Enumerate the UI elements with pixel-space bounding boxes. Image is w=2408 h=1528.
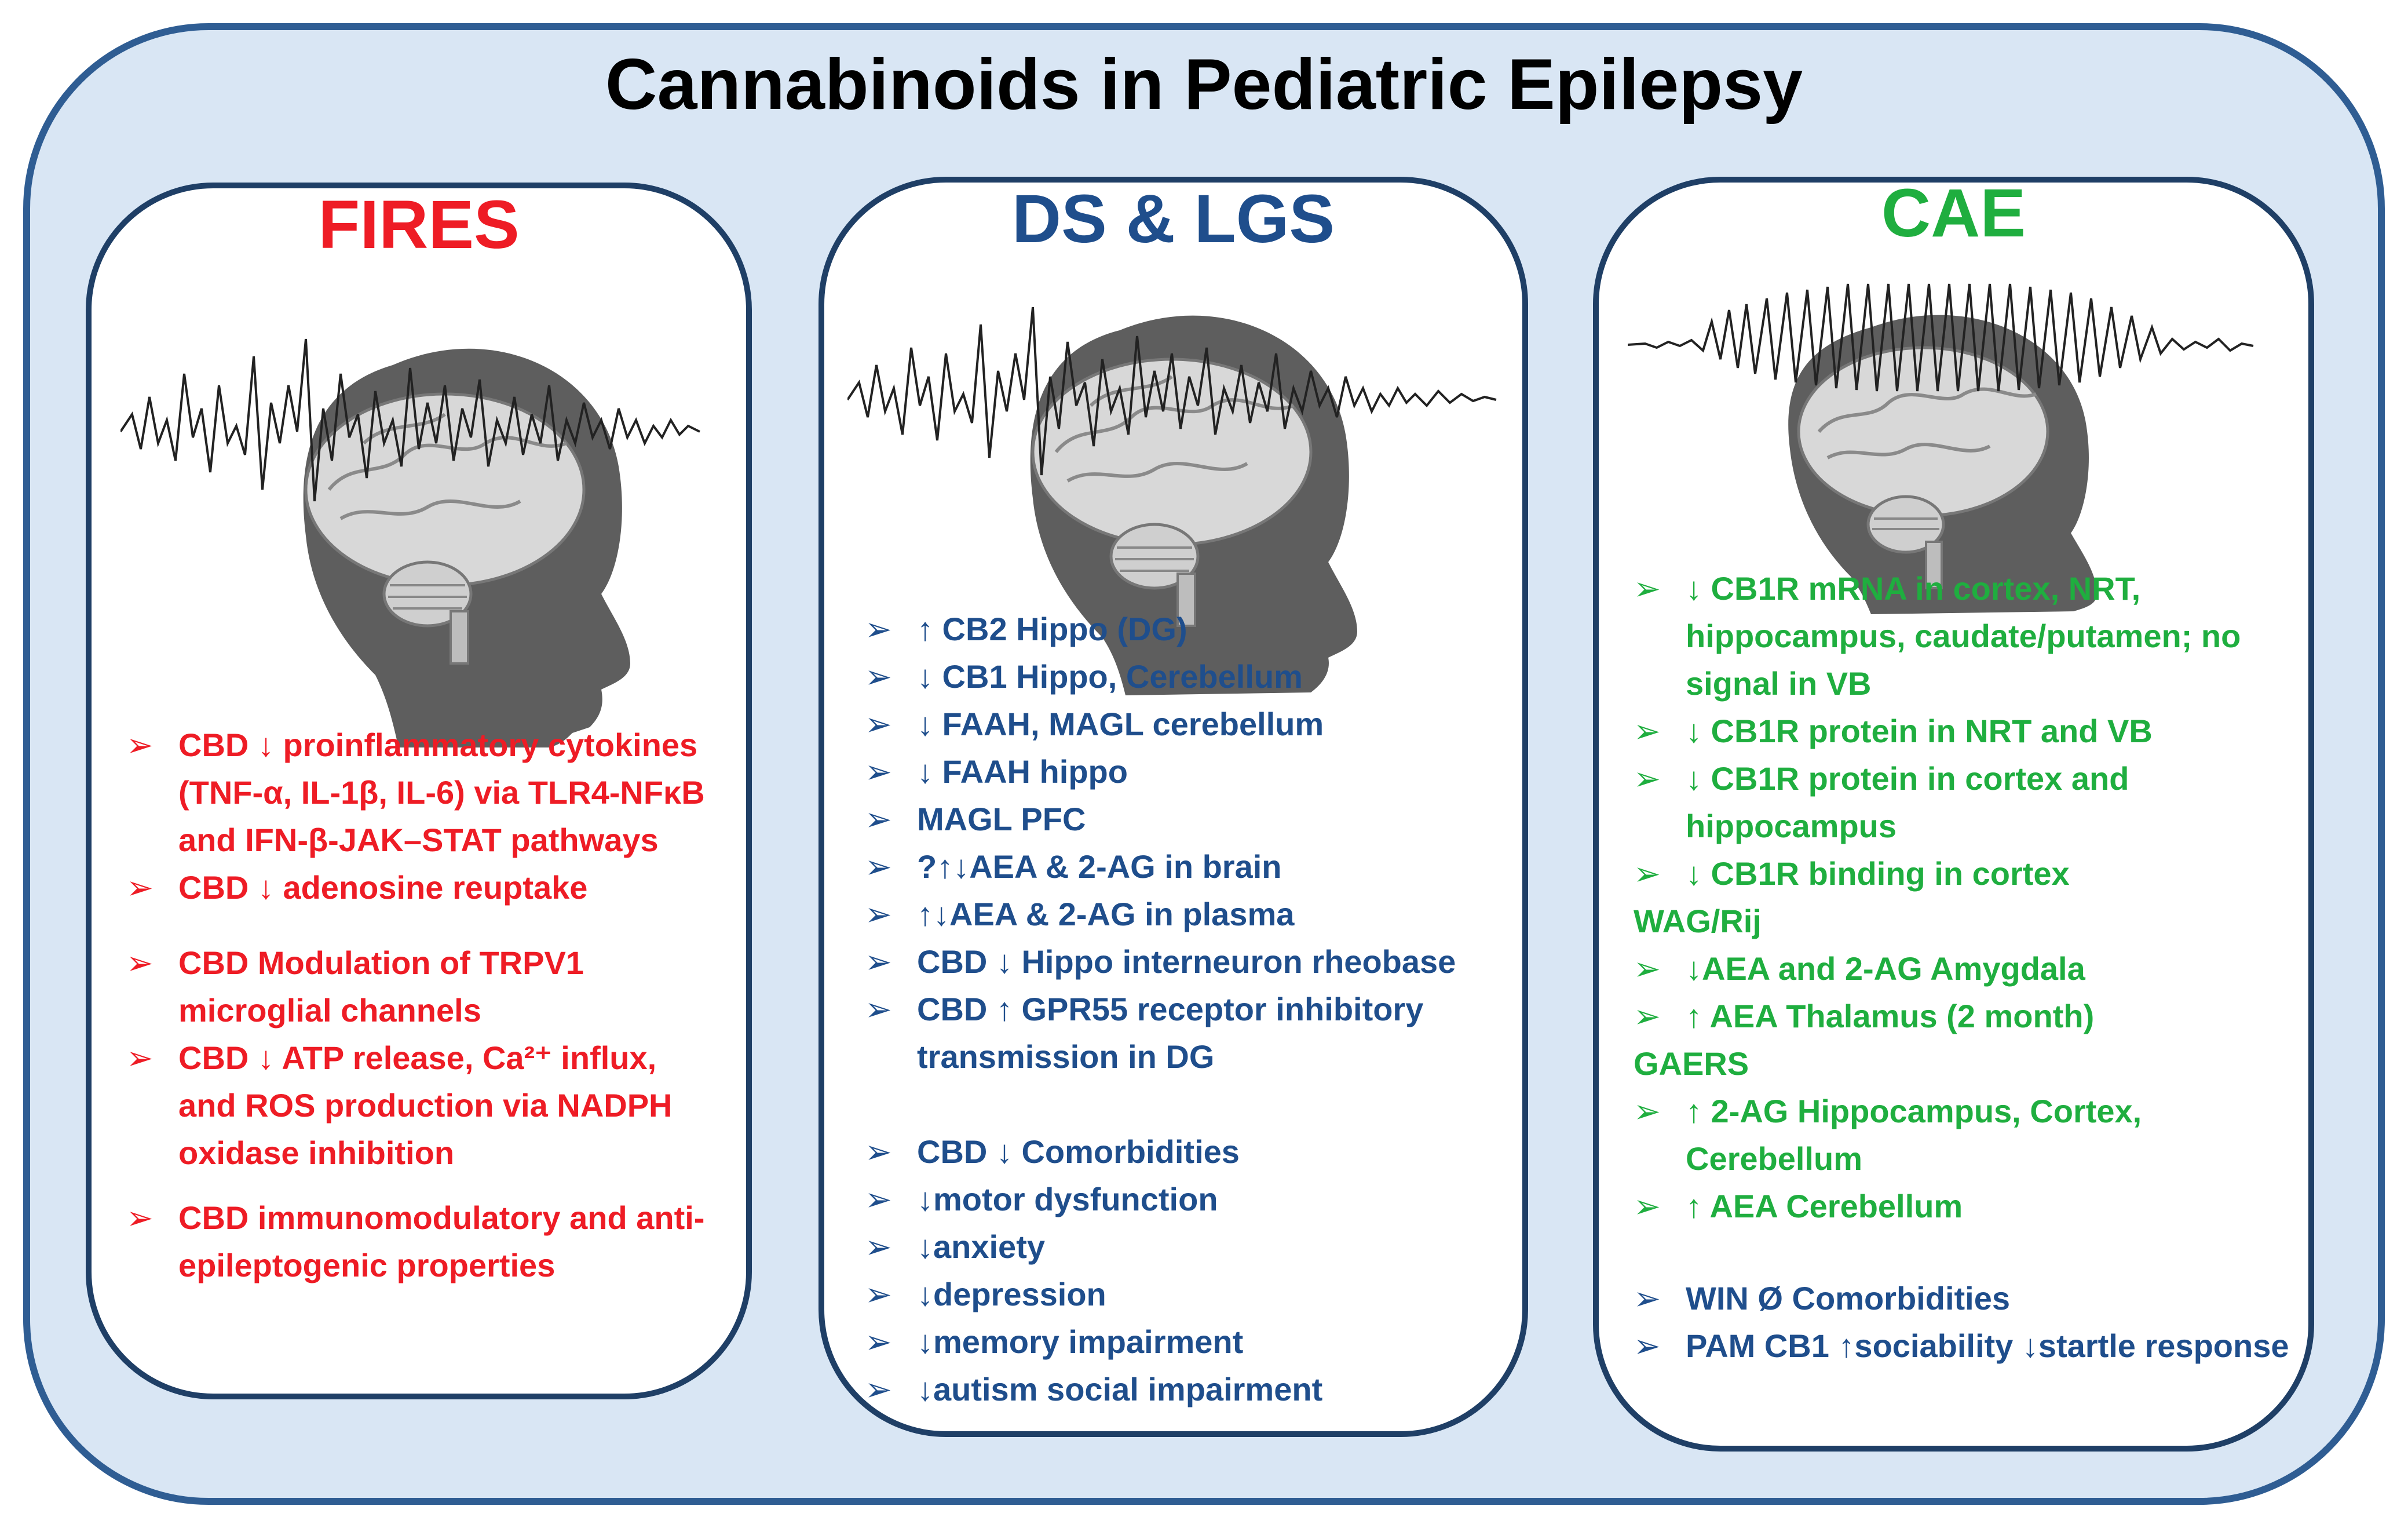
strain-label-wag: WAG/Rij bbox=[1634, 903, 1762, 939]
list-item: ➢ ↓depression bbox=[865, 1271, 1519, 1318]
child-head-brain-eeg-icon bbox=[1628, 283, 2254, 614]
list-item: ➢ ↓ FAAH, MAGL cerebellum bbox=[865, 701, 1519, 748]
arrow-bullet-icon: ➢ bbox=[1634, 760, 1661, 797]
list-item: ➢ CBD ↓ Hippo interneuron rheobase bbox=[865, 938, 1519, 986]
arrow-bullet-icon: ➢ bbox=[126, 1040, 154, 1076]
list-item: ➢ ↓ CB1 Hippo, Cerebellum bbox=[865, 653, 1519, 701]
arrow-bullet-icon: ➢ bbox=[865, 1276, 892, 1312]
ds-lgs-list: ➢ ↑ CB2 Hippo (DG) ➢ ↓ CB1 Hippo, Cerebell… bbox=[865, 606, 1519, 1413]
arrow-bullet-icon: ➢ bbox=[865, 801, 892, 837]
panel-cae: CAE ➢ ↓ CB1R mRNA in cortex, NRT, hippoca… bbox=[1593, 177, 2314, 1452]
list-item: ➢ ↓ CB1R protein in cortex and hippocampu… bbox=[1634, 755, 2300, 850]
list-item: ➢ ↓ CB1R protein in NRT and VB bbox=[1634, 708, 2300, 755]
panel-fires: FIRES ➢ CBD ↓ proinflammatory cytokines (… bbox=[86, 183, 752, 1399]
arrow-bullet-icon: ➢ bbox=[865, 706, 892, 742]
list-item: ➢ ?↑↓AEA & 2-AG in brain bbox=[865, 843, 1519, 891]
arrow-bullet-icon: ➢ bbox=[865, 1133, 892, 1170]
arrow-bullet-icon: ➢ bbox=[865, 991, 892, 1027]
list-item: ➢ ↓autism social impairment bbox=[865, 1366, 1519, 1413]
list-item: ➢ MAGL PFC bbox=[865, 796, 1519, 843]
arrow-bullet-icon: ➢ bbox=[126, 944, 154, 981]
list-item: ➢ CBD ↑ GPR55 receptor inhibitory transmi… bbox=[865, 986, 1519, 1081]
child-head-brain-eeg-icon bbox=[120, 338, 700, 747]
strain-label-gaers: GAERS bbox=[1634, 1045, 1749, 1082]
list-item: ➢ ↓ FAAH hippo bbox=[865, 748, 1519, 796]
arrow-bullet-icon: ➢ bbox=[865, 1323, 892, 1360]
arrow-bullet-icon: ➢ bbox=[865, 943, 892, 980]
list-item: ➢ ↑↓AEA & 2-AG in plasma bbox=[865, 891, 1519, 938]
arrow-bullet-icon: ➢ bbox=[865, 1181, 892, 1217]
arrow-bullet-icon: ➢ bbox=[1634, 998, 1661, 1034]
arrow-bullet-icon: ➢ bbox=[126, 1199, 154, 1236]
panel-ds-lgs: DS & LGS ➢ ↑ CB2 Hippo (DG) ➢ ↓ CB1 Hippo,… bbox=[818, 177, 1528, 1437]
list-item: ➢ ↑ 2-AG Hippocampus, Cortex, Cerebellum bbox=[1634, 1088, 2300, 1183]
list-item: ➢ CBD Modulation of TRPV1 microglial chan… bbox=[126, 939, 723, 1034]
arrow-bullet-icon: ➢ bbox=[865, 1228, 892, 1265]
list-item: ➢ ↓anxiety bbox=[865, 1223, 1519, 1271]
arrow-bullet-icon: ➢ bbox=[1634, 1280, 1661, 1317]
list-item: ➢ PAM CB1 ↑sociability ↓startle response bbox=[1634, 1322, 2300, 1370]
list-item: ➢ ↓memory impairment bbox=[865, 1318, 1519, 1366]
list-item: ➢ CBD ↓ proinflammatory cytokines (TNF-α,… bbox=[126, 721, 723, 864]
list-item: ➢ ↑ AEA Cerebellum bbox=[1634, 1183, 2300, 1230]
page-title: Cannabinoids in Pediatric Epilepsy bbox=[605, 45, 1803, 125]
arrow-bullet-icon: ➢ bbox=[1634, 713, 1661, 749]
arrow-bullet-icon: ➢ bbox=[126, 869, 154, 906]
arrow-bullet-icon: ➢ bbox=[1634, 950, 1661, 987]
arrow-bullet-icon: ➢ bbox=[865, 753, 892, 790]
arrow-bullet-icon: ➢ bbox=[126, 727, 154, 763]
list-item: ➢ CBD ↓ ATP release, Ca²⁺ influx, and ROS… bbox=[126, 1034, 723, 1177]
arrow-bullet-icon: ➢ bbox=[865, 658, 892, 695]
fires-list: ➢ CBD ↓ proinflammatory cytokines (TNF-α,… bbox=[126, 721, 723, 1289]
cae-list-comorbidities: ➢ WIN Ø Comorbidities ➢ PAM CB1 ↑sociabili… bbox=[1634, 1275, 2300, 1370]
list-item: ➢ WIN Ø Comorbidities bbox=[1634, 1275, 2300, 1322]
list-item: ➢ ↑ CB2 Hippo (DG) bbox=[865, 606, 1519, 653]
child-head-brain-eeg-icon bbox=[847, 307, 1497, 695]
list-item: ➢ ↓ CB1R mRNA in cortex, NRT, hippocampus… bbox=[1634, 565, 2300, 708]
arrow-bullet-icon: ➢ bbox=[1634, 1188, 1661, 1224]
list-item: ➢ ↓AEA and 2-AG Amygdala bbox=[1634, 945, 2300, 993]
panel-title-cae: CAE bbox=[1881, 177, 2026, 251]
panel-title-fires: FIRES bbox=[318, 187, 520, 263]
arrow-bullet-icon: ➢ bbox=[1634, 1093, 1661, 1129]
arrow-bullet-icon: ➢ bbox=[865, 1371, 892, 1407]
list-item: ➢ CBD immunomodulatory and anti-epileptog… bbox=[126, 1194, 723, 1289]
arrow-bullet-icon: ➢ bbox=[865, 848, 892, 885]
list-item: ➢ CBD ↓ adenosine reuptake bbox=[126, 864, 723, 911]
arrow-bullet-icon: ➢ bbox=[1634, 855, 1661, 892]
list-item: ➢ ↓motor dysfunction bbox=[865, 1176, 1519, 1223]
arrow-bullet-icon: ➢ bbox=[865, 611, 892, 647]
cae-list-wag: ➢ ↓ CB1R mRNA in cortex, NRT, hippocampus… bbox=[1634, 565, 2300, 1278]
arrow-bullet-icon: ➢ bbox=[865, 896, 892, 932]
arrow-bullet-icon: ➢ bbox=[1634, 570, 1661, 607]
panel-title-ds-lgs: DS & LGS bbox=[1011, 181, 1335, 257]
list-item: ➢ ↓ CB1R binding in cortex bbox=[1634, 850, 2300, 898]
list-item: ➢ CBD ↓ Comorbidities bbox=[865, 1128, 1519, 1176]
arrow-bullet-icon: ➢ bbox=[1634, 1328, 1661, 1364]
list-item: ➢ ↑ AEA Thalamus (2 month) bbox=[1634, 993, 2300, 1040]
